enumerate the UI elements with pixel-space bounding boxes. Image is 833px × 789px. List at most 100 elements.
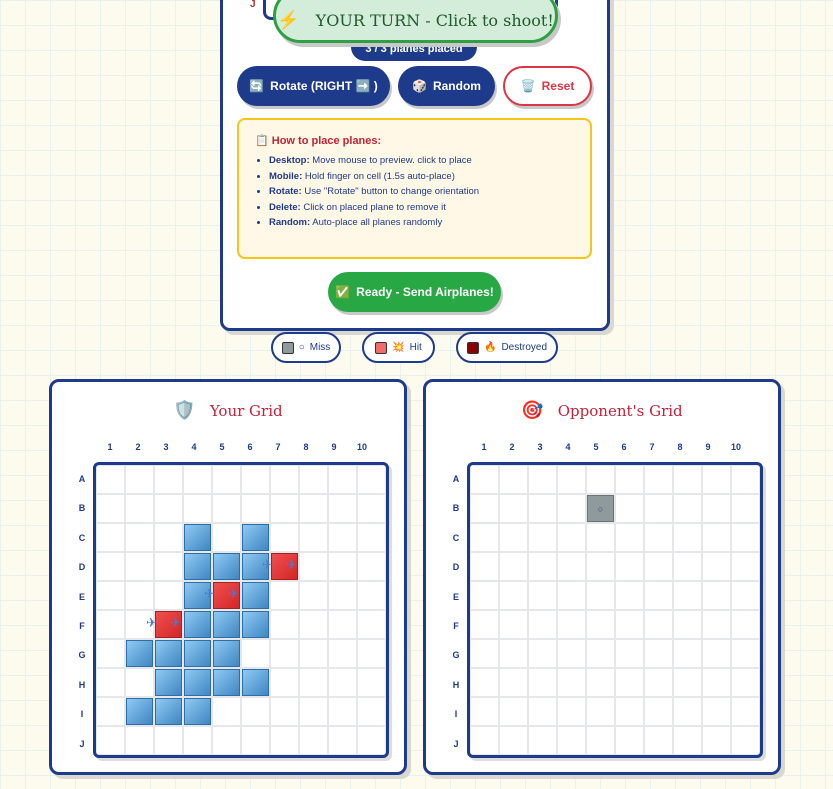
grid-cell-I10[interactable]	[732, 698, 759, 725]
opponent-grid[interactable]: ○	[467, 462, 763, 758]
grid-cell-G6[interactable]	[616, 640, 643, 667]
grid-cell-H1[interactable]	[471, 669, 498, 696]
grid-cell-B4[interactable]	[558, 495, 585, 522]
grid-cell-H3[interactable]	[529, 669, 556, 696]
grid-cell-H4[interactable]	[558, 669, 585, 696]
grid-cell-A3[interactable]	[529, 466, 556, 493]
grid-cell-I5[interactable]	[587, 698, 614, 725]
grid-cell-C2[interactable]	[500, 524, 527, 551]
grid-cell-G5[interactable]	[587, 640, 614, 667]
grid-cell-B3[interactable]	[529, 495, 556, 522]
grid-cell-E8[interactable]	[674, 582, 701, 609]
grid-cell-B5[interactable]: ○	[587, 495, 614, 522]
grid-cell-H8[interactable]	[674, 669, 701, 696]
random-button[interactable]: 🎲 Random	[398, 66, 495, 106]
grid-cell-A6[interactable]	[616, 466, 643, 493]
grid-cell-I7[interactable]	[645, 698, 672, 725]
grid-cell-H5[interactable]	[587, 669, 614, 696]
grid-cell-D8[interactable]	[674, 553, 701, 580]
grid-cell-F10[interactable]	[732, 611, 759, 638]
grid-cell-G9[interactable]	[703, 640, 730, 667]
grid-cell-H2[interactable]	[500, 669, 527, 696]
grid-cell-E6[interactable]	[616, 582, 643, 609]
grid-cell-A7[interactable]	[645, 466, 672, 493]
reset-button[interactable]: 🗑️ Reset	[503, 66, 592, 106]
grid-cell-C10[interactable]	[732, 524, 759, 551]
grid-cell-D9[interactable]	[703, 553, 730, 580]
grid-cell-B2[interactable]	[500, 495, 527, 522]
grid-cell-D6[interactable]	[616, 553, 643, 580]
grid-cell-A10[interactable]	[732, 466, 759, 493]
grid-cell-G3[interactable]	[529, 640, 556, 667]
grid-cell-D10[interactable]	[732, 553, 759, 580]
grid-cell-J1[interactable]	[471, 727, 498, 754]
grid-cell-H6[interactable]	[616, 669, 643, 696]
grid-cell-I1[interactable]	[471, 698, 498, 725]
grid-cell-C1[interactable]	[471, 524, 498, 551]
grid-cell-A2[interactable]	[500, 466, 527, 493]
grid-cell-J3[interactable]	[529, 727, 556, 754]
grid-cell-A4[interactable]	[558, 466, 585, 493]
grid-cell-J2[interactable]	[500, 727, 527, 754]
rotate-button[interactable]: 🔄 Rotate (RIGHT ➡️ )	[237, 66, 390, 106]
grid-cell-B8[interactable]	[674, 495, 701, 522]
grid-cell-A8[interactable]	[674, 466, 701, 493]
grid-cell-C6[interactable]	[616, 524, 643, 551]
grid-cell-F3[interactable]	[529, 611, 556, 638]
grid-cell-D3[interactable]	[529, 553, 556, 580]
grid-cell-H10[interactable]	[732, 669, 759, 696]
grid-cell-C8[interactable]	[674, 524, 701, 551]
grid-cell-B9[interactable]	[703, 495, 730, 522]
grid-cell-I9[interactable]	[703, 698, 730, 725]
grid-cell-F4[interactable]	[558, 611, 585, 638]
grid-cell-F8[interactable]	[674, 611, 701, 638]
grid-cell-B10[interactable]	[732, 495, 759, 522]
grid-cell-F7[interactable]	[645, 611, 672, 638]
grid-cell-C5[interactable]	[587, 524, 614, 551]
grid-cell-G7[interactable]	[645, 640, 672, 667]
grid-cell-F6[interactable]	[616, 611, 643, 638]
grid-cell-E7[interactable]	[645, 582, 672, 609]
grid-cell-J10[interactable]	[732, 727, 759, 754]
grid-cell-H9[interactable]	[703, 669, 730, 696]
grid-cell-J9[interactable]	[703, 727, 730, 754]
grid-cell-D7[interactable]	[645, 553, 672, 580]
grid-cell-B7[interactable]	[645, 495, 672, 522]
grid-cell-I2[interactable]	[500, 698, 527, 725]
grid-cell-E2[interactable]	[500, 582, 527, 609]
grid-cell-F5[interactable]	[587, 611, 614, 638]
grid-cell-J5[interactable]	[587, 727, 614, 754]
grid-cell-E4[interactable]	[558, 582, 585, 609]
grid-cell-A9[interactable]	[703, 466, 730, 493]
grid-cell-B6[interactable]	[616, 495, 643, 522]
grid-cell-F9[interactable]	[703, 611, 730, 638]
grid-cell-I4[interactable]	[558, 698, 585, 725]
grid-cell-I8[interactable]	[674, 698, 701, 725]
grid-cell-G2[interactable]	[500, 640, 527, 667]
grid-cell-G10[interactable]	[732, 640, 759, 667]
grid-cell-E9[interactable]	[703, 582, 730, 609]
grid-cell-G1[interactable]	[471, 640, 498, 667]
grid-cell-G4[interactable]	[558, 640, 585, 667]
grid-cell-C9[interactable]	[703, 524, 730, 551]
grid-cell-E5[interactable]	[587, 582, 614, 609]
grid-cell-J8[interactable]	[674, 727, 701, 754]
grid-cell-F2[interactable]	[500, 611, 527, 638]
grid-cell-C4[interactable]	[558, 524, 585, 551]
grid-cell-C3[interactable]	[529, 524, 556, 551]
grid-cell-F1[interactable]	[471, 611, 498, 638]
grid-cell-E1[interactable]	[471, 582, 498, 609]
grid-cell-J4[interactable]	[558, 727, 585, 754]
grid-cell-A1[interactable]	[471, 466, 498, 493]
grid-cell-G8[interactable]	[674, 640, 701, 667]
grid-cell-E3[interactable]	[529, 582, 556, 609]
ready-button[interactable]: ✅ Ready - Send Airplanes!	[328, 272, 501, 312]
grid-cell-D5[interactable]	[587, 553, 614, 580]
grid-cell-D1[interactable]	[471, 553, 498, 580]
grid-cell-J6[interactable]	[616, 727, 643, 754]
grid-cell-A5[interactable]	[587, 466, 614, 493]
grid-cell-D2[interactable]	[500, 553, 527, 580]
grid-cell-C7[interactable]	[645, 524, 672, 551]
grid-cell-I6[interactable]	[616, 698, 643, 725]
grid-cell-E10[interactable]	[732, 582, 759, 609]
